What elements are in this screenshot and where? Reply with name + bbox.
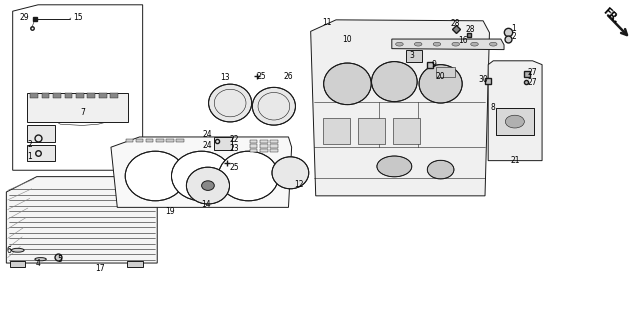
Text: FR.: FR. <box>601 6 621 25</box>
Bar <box>156 139 164 142</box>
Bar <box>65 93 72 98</box>
Text: 17: 17 <box>95 264 105 273</box>
Ellipse shape <box>324 63 372 105</box>
Text: 27: 27 <box>527 78 538 87</box>
Text: 22: 22 <box>230 135 239 144</box>
Text: 24: 24 <box>203 141 212 150</box>
Bar <box>136 139 143 142</box>
Ellipse shape <box>377 156 412 177</box>
Text: 6: 6 <box>6 246 11 255</box>
Text: 26: 26 <box>283 72 294 81</box>
Text: 19: 19 <box>165 207 175 216</box>
Text: 25: 25 <box>230 163 240 172</box>
Ellipse shape <box>125 151 185 201</box>
Text: 27: 27 <box>527 68 538 77</box>
Bar <box>27 125 55 142</box>
Bar <box>127 261 143 267</box>
Ellipse shape <box>427 160 454 179</box>
Text: 15: 15 <box>73 13 82 22</box>
Bar <box>27 145 55 161</box>
Bar <box>358 118 385 144</box>
Bar <box>214 137 232 150</box>
Bar <box>270 140 278 143</box>
Text: 23: 23 <box>230 144 240 153</box>
Text: 7: 7 <box>80 108 85 117</box>
Text: 21: 21 <box>510 156 519 165</box>
Bar <box>406 50 422 62</box>
Text: 12: 12 <box>295 180 304 189</box>
Ellipse shape <box>415 42 422 46</box>
Text: 10: 10 <box>342 35 353 44</box>
Ellipse shape <box>372 62 417 102</box>
Bar <box>87 93 95 98</box>
Bar <box>496 108 534 135</box>
Text: 3: 3 <box>410 51 415 60</box>
Bar <box>99 93 107 98</box>
Bar <box>166 139 174 142</box>
Text: 2: 2 <box>27 140 32 149</box>
Polygon shape <box>111 137 292 207</box>
Ellipse shape <box>202 181 214 190</box>
Text: 25: 25 <box>256 72 266 81</box>
Bar <box>10 261 25 267</box>
Bar <box>270 149 278 152</box>
Bar <box>260 144 268 148</box>
Bar <box>270 144 278 148</box>
Bar <box>30 93 38 98</box>
Text: 4: 4 <box>36 259 41 268</box>
Polygon shape <box>6 177 157 263</box>
Text: 28: 28 <box>466 25 475 34</box>
Text: 16: 16 <box>458 36 468 45</box>
Ellipse shape <box>252 87 295 125</box>
Ellipse shape <box>489 42 497 46</box>
Polygon shape <box>311 20 489 196</box>
Text: 29: 29 <box>20 13 29 22</box>
Bar <box>250 144 257 148</box>
Bar <box>110 93 118 98</box>
Bar <box>496 108 534 135</box>
Polygon shape <box>488 61 542 161</box>
Ellipse shape <box>505 115 524 128</box>
Bar <box>53 93 61 98</box>
Bar <box>76 93 84 98</box>
Bar <box>250 140 257 143</box>
Text: 13: 13 <box>220 73 230 82</box>
Text: 1: 1 <box>27 152 32 161</box>
Bar <box>42 93 49 98</box>
Ellipse shape <box>171 151 232 201</box>
Ellipse shape <box>218 151 279 201</box>
Text: 28: 28 <box>451 19 460 28</box>
Text: 11: 11 <box>322 18 331 27</box>
Ellipse shape <box>433 42 441 46</box>
Ellipse shape <box>11 248 24 252</box>
Text: 20: 20 <box>436 72 446 81</box>
Ellipse shape <box>470 42 478 46</box>
Ellipse shape <box>452 42 460 46</box>
Text: 30: 30 <box>478 75 488 84</box>
Text: 24: 24 <box>203 130 212 139</box>
Ellipse shape <box>396 42 403 46</box>
Text: 8: 8 <box>491 103 496 112</box>
Text: 9: 9 <box>432 60 437 69</box>
Ellipse shape <box>209 84 252 122</box>
Bar <box>393 118 420 144</box>
Bar <box>436 67 455 77</box>
Bar <box>176 139 184 142</box>
Bar <box>27 93 128 122</box>
Ellipse shape <box>186 167 230 204</box>
Text: 14: 14 <box>201 200 211 209</box>
Bar <box>146 139 153 142</box>
Bar <box>260 149 268 152</box>
Bar <box>323 118 350 144</box>
Bar <box>126 139 133 142</box>
Polygon shape <box>392 39 504 50</box>
Ellipse shape <box>419 65 462 103</box>
Text: 2: 2 <box>511 32 516 41</box>
Text: 5: 5 <box>58 255 63 264</box>
Bar <box>250 149 257 152</box>
Ellipse shape <box>35 258 46 261</box>
Bar <box>260 140 268 143</box>
Text: 1: 1 <box>511 24 516 33</box>
Ellipse shape <box>272 157 309 189</box>
